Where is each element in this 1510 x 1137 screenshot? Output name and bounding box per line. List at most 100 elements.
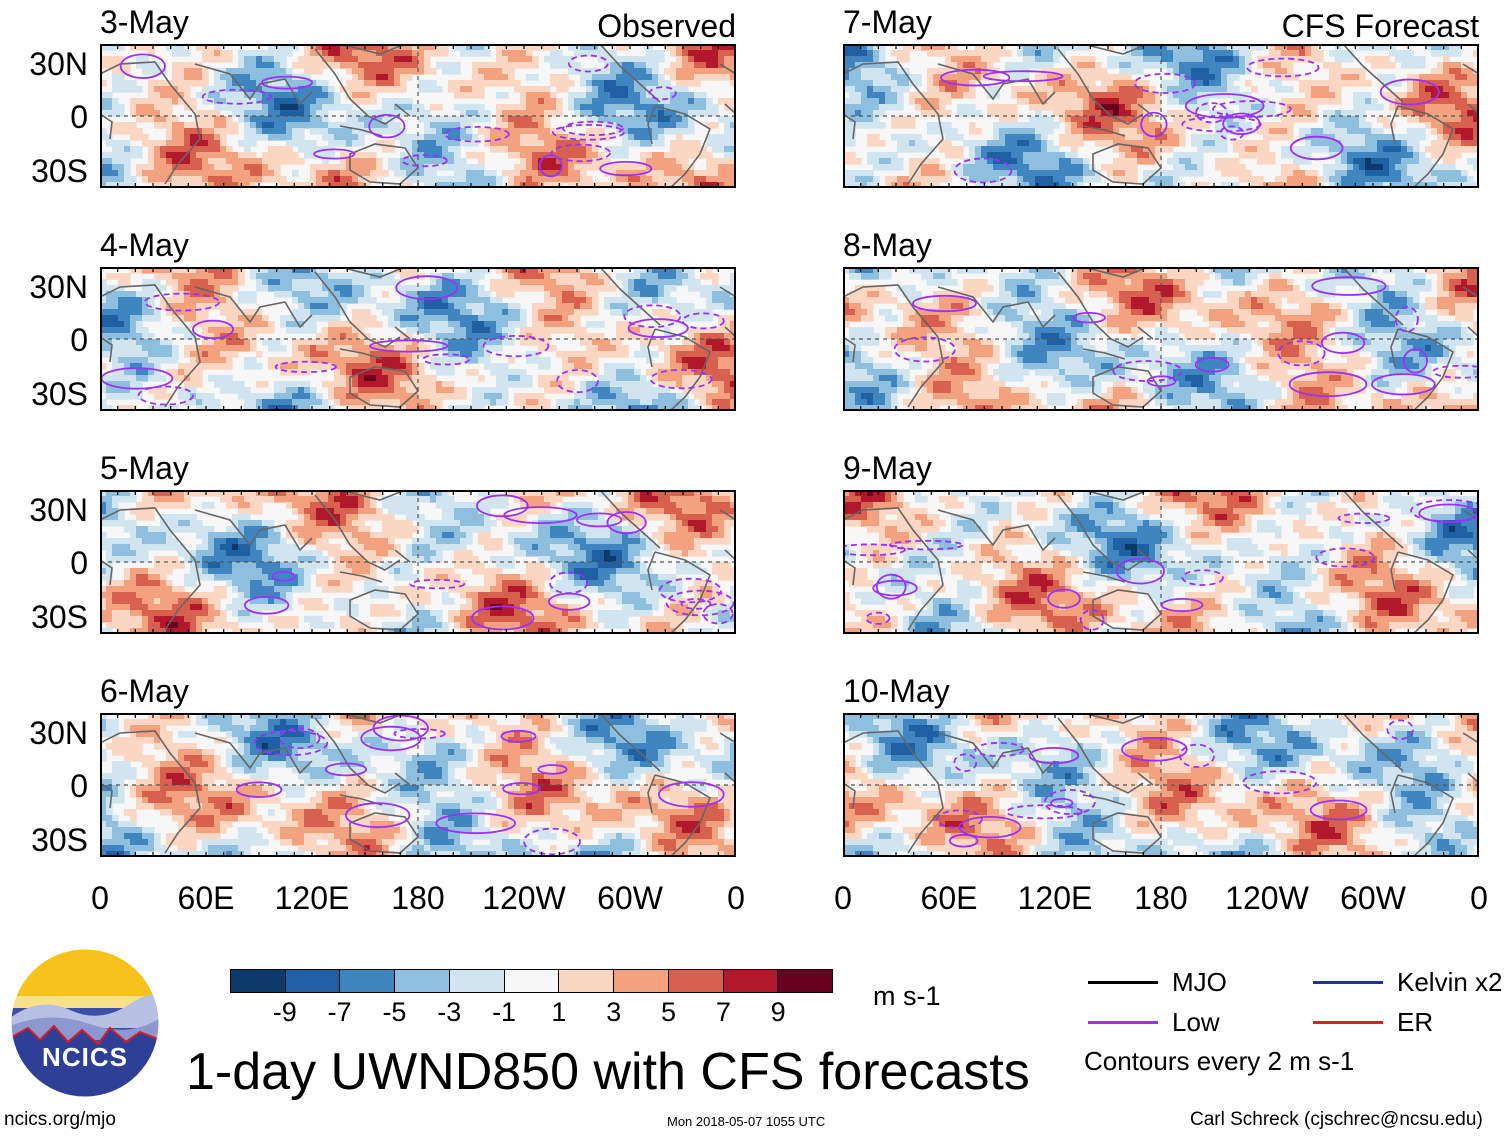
coastlines — [102, 269, 734, 409]
panel-date-label: 10-May — [843, 673, 950, 709]
map-panel — [100, 44, 736, 188]
coastlines — [845, 46, 1477, 186]
colorbar-tick-label: 9 — [770, 997, 786, 1027]
chart-title: 1-day UWND850 with CFS forecasts — [186, 1043, 1030, 1101]
coastlines — [102, 46, 734, 186]
frame-ticks — [860, 492, 1462, 632]
colorbar-tick-label: 1 — [551, 997, 567, 1027]
colorbar-swatch — [231, 970, 285, 992]
low-contours — [119, 53, 677, 178]
legend-swatch — [1313, 1021, 1383, 1024]
legend-label: ER — [1397, 1007, 1434, 1037]
lon-tick-label: 180 — [391, 880, 445, 916]
map-panel — [843, 713, 1479, 857]
frame-ticks — [117, 269, 719, 409]
wind-field — [102, 715, 734, 855]
lon-tick-label: 0 — [834, 880, 852, 916]
colorbar-swatch — [503, 970, 559, 992]
colorbar-swatch — [667, 970, 723, 992]
lat-tick-label: 30S — [31, 599, 88, 635]
panel-date-label: 8-May — [843, 227, 932, 263]
panel-date-label: 3-May — [100, 4, 189, 40]
lon-tick-label: 180 — [1134, 880, 1188, 916]
lat-tick-label: 30N — [29, 715, 88, 751]
lat-tick-label: 0 — [70, 99, 88, 135]
panel-date-label: 9-May — [843, 450, 932, 486]
map-plot — [845, 715, 1477, 855]
lat-tick-label: 30N — [29, 492, 88, 528]
map-panel — [843, 490, 1479, 634]
footer-url[interactable]: ncics.org/mjo — [4, 1109, 116, 1130]
lat-tick-label: 0 — [70, 322, 88, 358]
lon-tick-label: 60E — [920, 880, 978, 916]
lon-tick-label: 60W — [1340, 880, 1406, 916]
map-plot — [845, 269, 1477, 409]
frame-ticks — [117, 492, 719, 632]
lat-tick-label: 0 — [70, 768, 88, 804]
map-panel — [100, 713, 736, 857]
wind-field — [845, 46, 1477, 186]
lat-tick-label: 30S — [31, 822, 88, 858]
coastlines — [845, 715, 1477, 855]
colorbar-tick-label: -9 — [272, 997, 297, 1027]
colorbar-swatch — [722, 970, 778, 992]
map-plot — [102, 492, 734, 632]
map-plot — [102, 46, 734, 186]
coastlines — [845, 269, 1477, 409]
low-contours — [243, 494, 734, 631]
lat-tick-label: 30N — [29, 46, 88, 82]
coastlines — [102, 492, 734, 632]
footer-timestamp: Mon 2018-05-07 1055 UTC — [667, 1114, 826, 1129]
frame-ticks — [117, 46, 719, 186]
wind-field — [102, 492, 734, 632]
low-contours — [102, 275, 725, 406]
colorbar-units: m s-1 — [873, 981, 941, 1011]
low-contours — [940, 57, 1440, 184]
colorbar-tick-label: -1 — [492, 997, 517, 1027]
lon-tick-label: 0 — [91, 880, 109, 916]
legend-swatch — [1088, 981, 1158, 984]
frame-ticks — [860, 46, 1462, 186]
legend-label: Low — [1172, 1007, 1220, 1037]
contour-note: Contours every 2 m s-1 — [1084, 1046, 1355, 1076]
map-panel — [843, 44, 1479, 188]
wind-field — [102, 269, 734, 409]
panel-date-label: 6-May — [100, 673, 189, 709]
lon-tick-label: 120W — [1225, 880, 1309, 916]
frame-ticks — [860, 715, 1462, 855]
colorbar-tick-label: 3 — [606, 997, 622, 1027]
colorbar-tick-label: -5 — [382, 997, 407, 1027]
lon-tick-label: 60E — [177, 880, 235, 916]
footer-credit: Carl Schreck (cjschrec@ncsu.edu) — [1190, 1109, 1483, 1130]
column-type-label: CFS Forecast — [1281, 8, 1479, 44]
lon-tick-label: 120E — [274, 880, 350, 916]
legend-swatch — [1088, 1021, 1158, 1024]
ncics-logo: NCICS — [10, 948, 160, 1098]
low-contours — [235, 715, 725, 855]
map-plot — [845, 492, 1477, 632]
colorbar-swatch — [284, 970, 340, 992]
panel-date-label: 5-May — [100, 450, 189, 486]
colorbar-tick-label: 5 — [661, 997, 677, 1027]
lon-tick-label: 0 — [727, 880, 745, 916]
low-contours — [893, 276, 1477, 398]
colorbar-tick-label: -3 — [437, 997, 462, 1027]
colorbar-tick-label: -7 — [327, 997, 352, 1027]
colorbar-tick-label: 7 — [715, 997, 731, 1027]
logo-text: NCICS — [42, 1042, 128, 1072]
colorbar-swatch — [394, 970, 449, 992]
coastlines — [102, 715, 734, 855]
lon-tick-label: 60W — [597, 880, 663, 916]
frame-ticks — [860, 269, 1462, 409]
legend-label: Kelvin x2 — [1397, 967, 1503, 997]
map-panel — [100, 267, 736, 411]
lon-tick-label: 120W — [482, 880, 566, 916]
logo-graphic — [10, 948, 160, 1098]
map-plot — [102, 269, 734, 409]
legend-swatch — [1313, 981, 1383, 984]
column-type-label: Observed — [597, 8, 736, 44]
legend-label: MJO — [1172, 967, 1227, 997]
lon-tick-label: 120E — [1017, 880, 1093, 916]
map-plot — [845, 46, 1477, 186]
lat-tick-label: 30S — [31, 153, 88, 189]
